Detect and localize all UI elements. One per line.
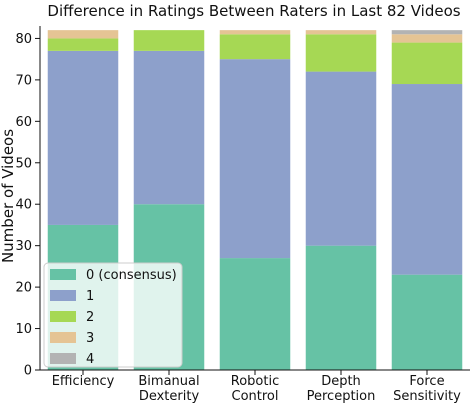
bar-3-series-2 <box>305 34 377 72</box>
y-tick-label-20: 20 <box>15 281 32 296</box>
bar-4-series-3 <box>391 34 463 43</box>
legend-frame <box>43 262 183 368</box>
x-tick-label-line: Sensitivity <box>393 389 461 403</box>
bar-4-series-2 <box>391 42 463 85</box>
legend-swatch-2 <box>50 311 76 322</box>
legend-swatch-4 <box>50 353 76 364</box>
legend-label-3: 3 <box>86 331 94 346</box>
y-tick-label-10: 10 <box>15 322 32 337</box>
y-tick-label-50: 50 <box>15 156 32 171</box>
bars-group <box>47 30 463 370</box>
y-axis-title: Number of Videos <box>0 129 17 263</box>
legend-swatch-1 <box>50 290 76 301</box>
legend-label-0: 0 (consensus) <box>86 268 177 283</box>
x-tick-label-line: Depth <box>321 374 361 389</box>
bar-3-series-3 <box>305 30 377 35</box>
x-tick-label-line: Efficiency <box>52 374 115 389</box>
bar-1-series-2 <box>133 30 205 51</box>
y-tick-label-30: 30 <box>15 239 32 254</box>
x-tick-label-line: Dexterity <box>139 389 200 403</box>
bar-0-series-1 <box>47 50 119 225</box>
x-tick-label-line: Perception <box>307 389 376 403</box>
chart-title: Difference in Ratings Between Raters in … <box>47 2 460 20</box>
bar-3-series-0 <box>305 245 377 370</box>
bar-0-series-3 <box>47 30 119 39</box>
x-tick-label-2: Robotic Control <box>231 374 279 403</box>
legend-swatch-3 <box>50 332 76 343</box>
legend: 0 (consensus) 1 2 3 4 <box>43 262 183 368</box>
bar-4-series-4 <box>391 30 463 35</box>
bar-3-series-1 <box>305 71 377 246</box>
bar-2-series-1 <box>219 59 291 259</box>
legend-label-1: 1 <box>86 289 94 304</box>
bar-2-series-3 <box>219 30 291 35</box>
x-tick-label-1: Bimanual Dexterity <box>138 374 199 403</box>
y-tick-label-60: 60 <box>15 115 32 130</box>
bar-4-series-0 <box>391 274 463 370</box>
x-tick-label-line: Control <box>232 389 279 403</box>
legend-label-2: 2 <box>86 310 94 325</box>
axes-group: 0 10 20 30 40 50 60 70 80 Efficiency Bimanual Dexte… <box>15 26 470 403</box>
x-tick-label-3: Depth Perception <box>307 374 376 403</box>
x-tick-label-4: Force Sensitivity <box>393 374 461 403</box>
x-tick-label-line: Force <box>409 374 444 389</box>
y-tick-label-80: 80 <box>15 32 32 47</box>
bar-2-series-2 <box>219 34 291 60</box>
x-tick-label-line: Robotic <box>231 374 279 389</box>
bar-1-series-1 <box>133 50 205 205</box>
y-tick-label-0: 0 <box>24 364 32 379</box>
x-tick-label-line: Bimanual <box>138 374 199 389</box>
y-tick-label-40: 40 <box>15 198 32 213</box>
legend-swatch-0 <box>50 269 76 280</box>
bar-2-series-0 <box>219 258 291 370</box>
y-tick-label-70: 70 <box>15 73 32 88</box>
bar-4-series-1 <box>391 84 463 275</box>
bar-0-series-2 <box>47 38 119 51</box>
legend-label-4: 4 <box>86 352 94 367</box>
x-tick-label-0: Efficiency <box>52 374 115 389</box>
